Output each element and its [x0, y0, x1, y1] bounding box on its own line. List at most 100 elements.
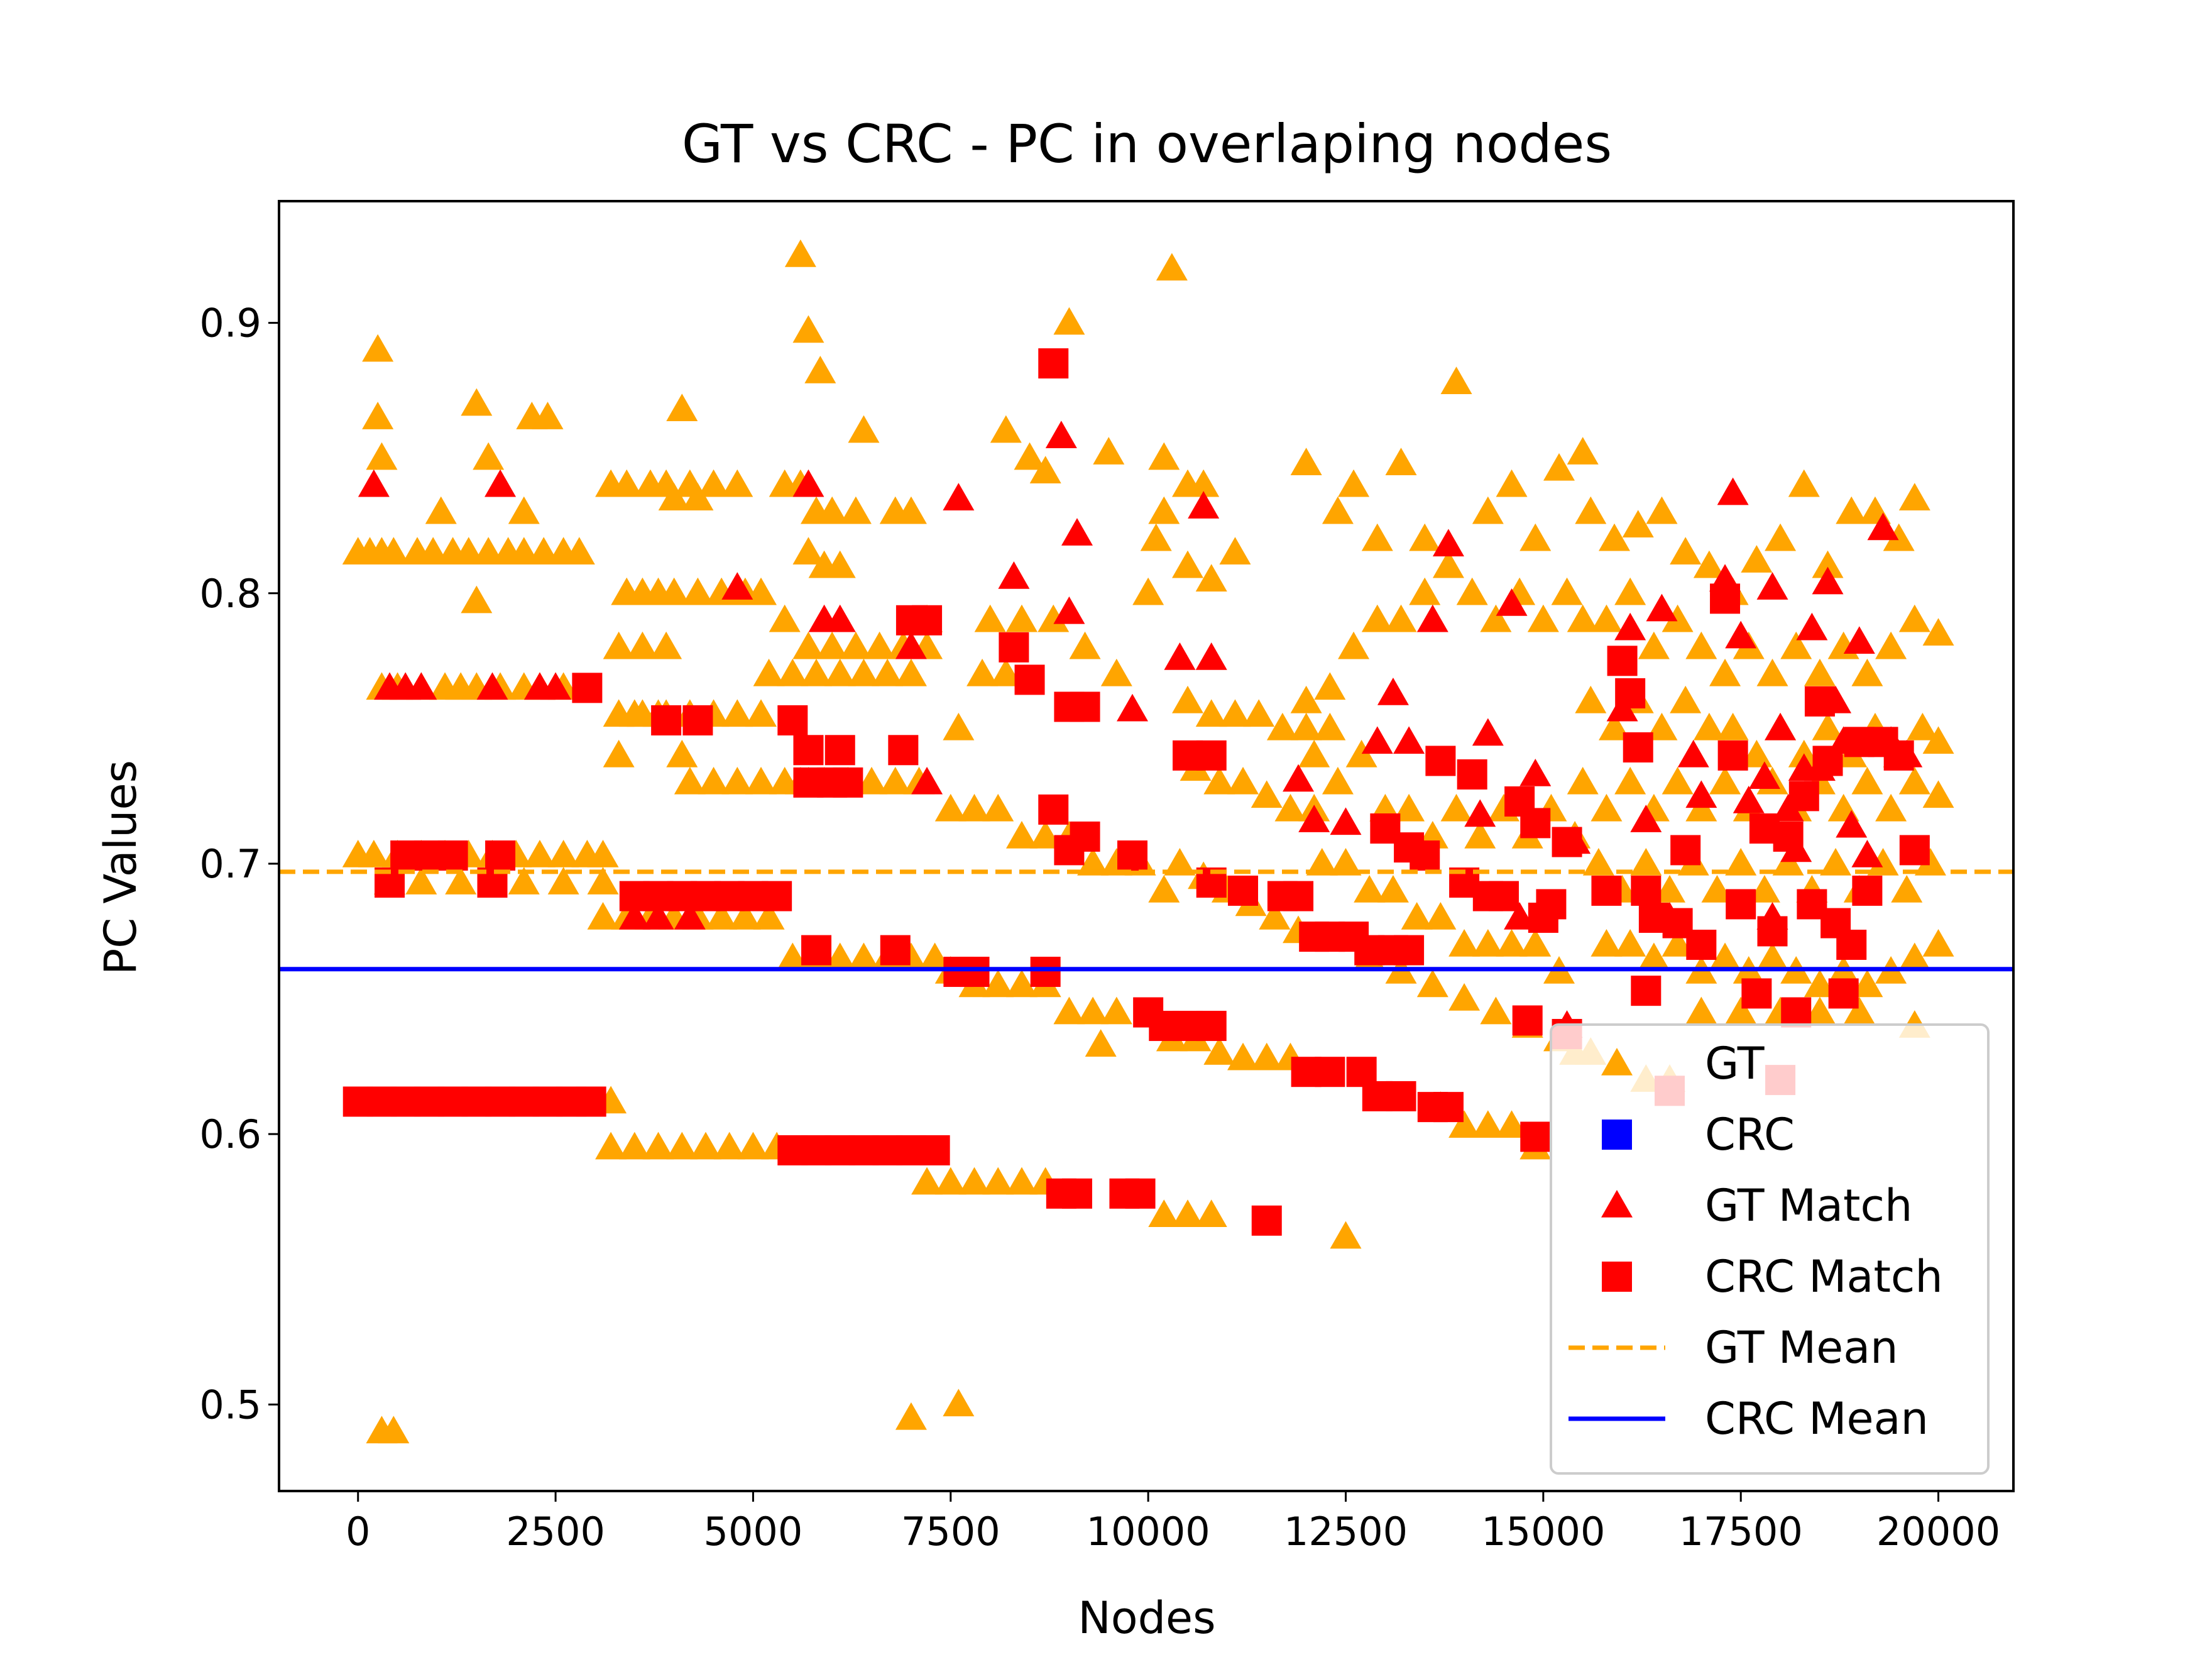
gt-point: [1662, 766, 1694, 795]
gt-point: [792, 315, 824, 343]
gt-point: [1116, 693, 1148, 722]
gt-point: [1820, 847, 1852, 876]
gt-point: [595, 1131, 627, 1160]
crc-point: [895, 605, 926, 636]
gt-point: [1148, 1199, 1180, 1227]
gt-point: [1638, 942, 1670, 971]
gt-point: [1148, 496, 1180, 524]
gt-point: [1843, 626, 1875, 654]
gt-point: [1685, 631, 1717, 659]
gt-point: [627, 699, 659, 727]
gt-point: [523, 840, 556, 867]
crc-point: [1410, 840, 1440, 871]
chart-title: GT vs CRC - PC in overlaping nodes: [682, 113, 1612, 175]
gt-point: [1053, 596, 1085, 624]
gt-point: [366, 442, 398, 470]
gt-point: [1377, 874, 1409, 903]
gt-point: [485, 469, 517, 497]
x-tick-label: 20000: [1876, 1509, 2000, 1555]
gt-point: [1472, 929, 1504, 957]
x-tick-label: 5000: [704, 1509, 803, 1555]
crc-point: [1425, 746, 1456, 776]
gt-point: [801, 658, 833, 686]
y-tick-label: 0.7: [199, 841, 261, 887]
gt-point: [1148, 442, 1180, 470]
gt-point: [1867, 847, 1899, 876]
gt-point: [943, 712, 975, 740]
crc-point: [1836, 930, 1867, 960]
gt-point: [1670, 685, 1702, 713]
gt-point: [1551, 577, 1583, 605]
gt-point: [587, 840, 619, 867]
gt-point: [943, 483, 975, 510]
gt-point: [934, 793, 966, 822]
x-tick-label: 10000: [1087, 1509, 1210, 1555]
gt-point: [1472, 496, 1504, 524]
gt-point: [1480, 996, 1512, 1025]
crc-point: [1061, 1178, 1092, 1209]
crc-point: [1125, 1178, 1156, 1209]
crc-point: [1196, 740, 1227, 771]
crc-point: [1670, 835, 1701, 866]
crc-point: [1686, 930, 1717, 960]
gt-point: [1330, 1221, 1362, 1249]
crc-point: [919, 1135, 950, 1165]
gt-point: [627, 631, 659, 659]
gt-point: [1804, 996, 1836, 1025]
gt-point: [1259, 902, 1291, 930]
gt-point: [1646, 496, 1678, 524]
gt-point: [1756, 942, 1788, 971]
crc-point: [1228, 875, 1259, 906]
crc-point: [880, 935, 911, 966]
plot-area: [278, 200, 2015, 1492]
crc-point: [1804, 686, 1835, 717]
gt-point: [1496, 469, 1528, 497]
legend: GT CRC GT Match CRC Match GT Mean CRC Mean: [1550, 1023, 1990, 1475]
gt-point: [1251, 1042, 1283, 1070]
gt-point: [721, 699, 753, 727]
gt-point: [982, 969, 1014, 998]
crc-point: [1631, 976, 1662, 1006]
gt-point: [461, 388, 493, 416]
gt-point: [958, 1167, 990, 1195]
gt-point: [816, 496, 848, 524]
gt-point: [1045, 421, 1077, 449]
gt-point: [792, 537, 824, 564]
gt-point: [1164, 642, 1196, 670]
gt-point: [1464, 799, 1496, 827]
gt-point: [1243, 699, 1275, 727]
crc-point: [1433, 1092, 1464, 1123]
gt-point: [1156, 253, 1188, 281]
gt-point: [674, 766, 706, 795]
crc-point: [1883, 740, 1914, 771]
y-tick-label: 0.5: [199, 1382, 261, 1428]
gt-point: [1448, 929, 1481, 957]
gt-point: [919, 942, 951, 971]
gt-point: [1812, 566, 1844, 595]
gt-point: [1385, 604, 1417, 632]
gt-point: [1361, 604, 1393, 632]
gt-point: [895, 658, 927, 686]
gt-point: [611, 469, 643, 497]
gt-point: [1922, 929, 1954, 957]
gt-point: [1274, 793, 1306, 822]
gt-point: [1804, 969, 1836, 998]
gt-point: [603, 631, 635, 659]
gt-point: [1409, 577, 1441, 605]
gt-point: [378, 537, 410, 564]
gt-point: [1227, 766, 1259, 795]
crc-point: [1117, 840, 1147, 871]
legend-label: GT Mean: [1705, 1322, 1898, 1373]
gt-point: [1504, 902, 1536, 930]
gt-point: [1519, 759, 1552, 786]
gt-point: [1298, 805, 1330, 832]
y-tick-label: 0.6: [199, 1111, 261, 1157]
gt-point: [1440, 793, 1472, 822]
gt-point: [824, 604, 856, 632]
gt-point: [706, 902, 738, 930]
gt-point: [1338, 631, 1370, 659]
gt-point: [378, 1416, 410, 1444]
legend-marker-square: [1602, 1120, 1632, 1150]
gt-point: [1685, 780, 1717, 808]
